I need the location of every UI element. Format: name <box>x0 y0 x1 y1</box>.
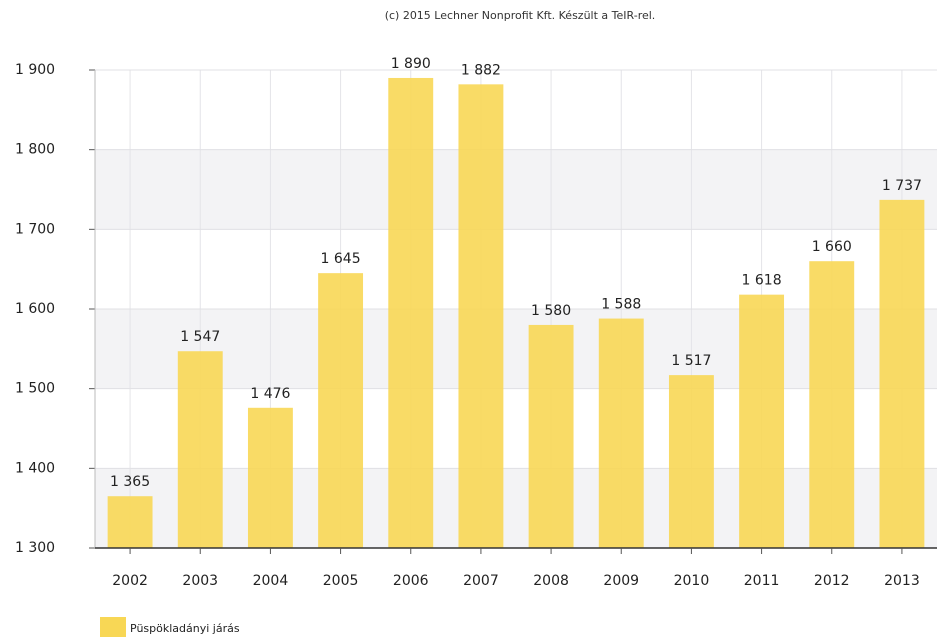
bar <box>318 273 364 548</box>
data-label: 1 618 <box>742 273 782 289</box>
bar <box>247 407 293 548</box>
y-tick-label: 1 700 <box>15 221 55 237</box>
y-tick-label: 1 800 <box>15 142 55 158</box>
data-label: 1 588 <box>601 297 641 313</box>
data-label: 1 660 <box>812 239 852 255</box>
data-label: 1 476 <box>250 386 290 402</box>
y-tick-label: 1 900 <box>15 62 55 78</box>
data-label: 1 517 <box>671 353 711 369</box>
data-label: 1 547 <box>180 329 220 345</box>
data-label: 1 882 <box>461 62 501 78</box>
bar <box>739 294 785 548</box>
chart-title: (c) 2015 Lechner Nonprofit Kft. Készült … <box>385 9 656 22</box>
bar <box>668 375 714 548</box>
x-tick-label: 2006 <box>393 573 429 589</box>
data-label: 1 890 <box>391 56 431 72</box>
bar <box>177 351 223 548</box>
x-tick-label: 2005 <box>323 573 359 589</box>
bar <box>809 261 855 548</box>
data-label: 1 645 <box>321 251 361 267</box>
data-label: 1 737 <box>882 178 922 194</box>
y-tick-label: 1 600 <box>15 301 55 317</box>
x-tick-label: 2011 <box>744 573 780 589</box>
legend-label: Püspökladányi járás <box>130 622 240 635</box>
x-tick-label: 2004 <box>253 573 289 589</box>
x-tick-label: 2003 <box>182 573 218 589</box>
grid-band <box>95 149 937 230</box>
grid-band <box>95 468 937 548</box>
x-tick-label: 2002 <box>112 573 148 589</box>
bar <box>107 496 153 548</box>
data-label: 1 365 <box>110 474 150 490</box>
legend-swatch <box>100 617 126 637</box>
x-tick-label: 2008 <box>533 573 569 589</box>
y-tick-label: 1 300 <box>15 540 55 556</box>
bar <box>598 318 644 548</box>
bar <box>879 199 925 548</box>
data-label: 1 580 <box>531 303 571 319</box>
x-tick-label: 2009 <box>603 573 639 589</box>
y-tick-label: 1 500 <box>15 381 55 397</box>
bar <box>388 77 434 548</box>
grid-band <box>95 309 937 389</box>
x-tick-label: 2013 <box>884 573 920 589</box>
x-tick-label: 2012 <box>814 573 850 589</box>
x-tick-label: 2007 <box>463 573 499 589</box>
bar <box>458 84 504 548</box>
y-tick-label: 1 400 <box>15 460 55 476</box>
x-tick-label: 2010 <box>674 573 710 589</box>
bar <box>528 324 574 548</box>
